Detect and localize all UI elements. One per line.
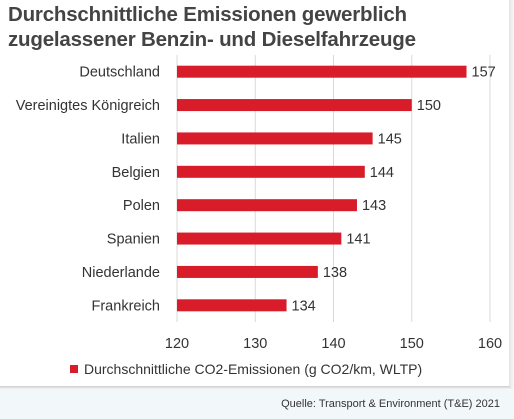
category-label: Frankreich: [92, 298, 161, 314]
bar: [177, 99, 412, 112]
data-label: 144: [370, 165, 394, 181]
x-tick-label: 120: [165, 336, 189, 352]
category-label: Polen: [123, 198, 160, 214]
x-tick-label: 150: [400, 336, 424, 352]
category-label: Spanien: [107, 232, 160, 248]
legend-swatch: [70, 365, 78, 373]
legend-label: Durchschnittliche CO2-Emissionen (g CO2/…: [84, 361, 422, 377]
data-label: 141: [346, 232, 370, 248]
panel-edge: [509, 0, 514, 389]
bar: [177, 65, 467, 78]
bar: [177, 132, 373, 145]
bar: [177, 199, 357, 212]
x-tick-label: 160: [478, 336, 502, 352]
data-label: 145: [378, 131, 402, 147]
category-label: Italien: [121, 131, 160, 147]
data-label: 138: [323, 265, 347, 281]
x-tick-label: 140: [321, 336, 345, 352]
bar: [177, 165, 365, 178]
category-label: Vereinigtes Königreich: [16, 98, 160, 114]
category-label: Deutschland: [79, 65, 160, 81]
data-label: 143: [362, 198, 386, 214]
category-label: Niederlande: [82, 265, 160, 281]
chart-title: Durchschnittliche Emissionen gewerblich …: [8, 2, 508, 52]
bar-chart: Deutschland 157 Vereinigtes Königreich 150 I…: [16, 55, 502, 377]
bar: [177, 299, 287, 312]
data-label: 150: [417, 98, 441, 114]
bar: [177, 265, 318, 278]
source-note: Quelle: Transport & Environment (T&E) 20…: [281, 398, 500, 410]
x-tick-label: 130: [243, 336, 267, 352]
data-label: 157: [472, 65, 496, 81]
footer-panel: [0, 389, 514, 419]
panel-divider: [0, 386, 510, 389]
bar: [177, 232, 342, 245]
data-label: 134: [292, 298, 316, 314]
chart-title-line-2: zugelassener Benzin- und Dieselfahrzeuge: [8, 28, 416, 51]
category-label: Belgien: [112, 165, 160, 181]
chart-title-line-1: Durchschnittliche Emissionen gewerblich: [8, 3, 407, 26]
